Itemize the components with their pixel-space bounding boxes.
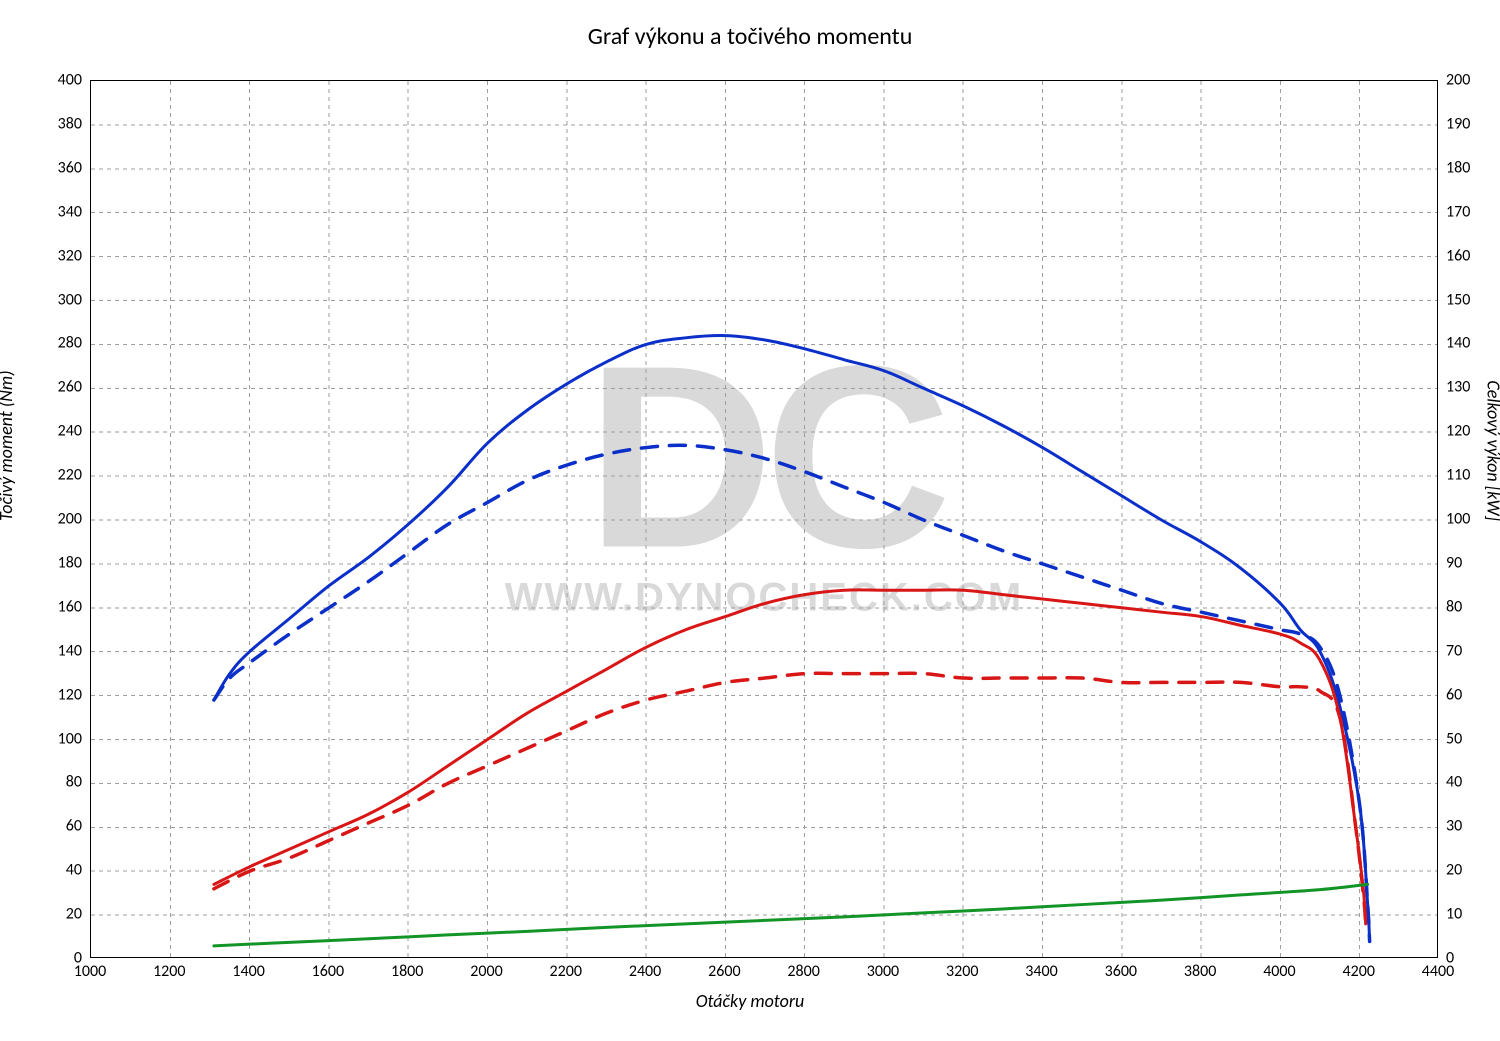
y-left-tick-label: 300 (12, 290, 82, 309)
series-group (214, 336, 1370, 946)
x-tick-label: 3000 (867, 962, 899, 981)
y-left-tick-label: 40 (12, 861, 82, 880)
x-tick-label: 3800 (1184, 962, 1216, 981)
y-right-tick-label: 180 (1446, 158, 1500, 177)
y-right-tick-label: 150 (1446, 290, 1500, 309)
y-right-tick-label: 160 (1446, 246, 1500, 265)
y-left-tick-label: 80 (12, 773, 82, 792)
y-left-tick-label: 200 (12, 510, 82, 529)
x-tick-label: 1600 (312, 962, 344, 981)
y-right-tick-label: 30 (1446, 817, 1500, 836)
chart-svg (91, 81, 1438, 958)
chart-title: Graf výkonu a točivého momentu (0, 22, 1500, 51)
y-left-tick-label: 260 (12, 378, 82, 397)
y-left-tick-label: 140 (12, 641, 82, 660)
y-right-tick-label: 90 (1446, 553, 1500, 572)
y-left-tick-label: 280 (12, 334, 82, 353)
plot-area: DC WWW.DYNOCHECK.COM (90, 80, 1438, 958)
x-tick-label: 3200 (946, 962, 978, 981)
x-tick-label: 3600 (1105, 962, 1137, 981)
y-right-tick-label: 50 (1446, 729, 1500, 748)
y-left-tick-label: 120 (12, 685, 82, 704)
x-tick-label: 2400 (629, 962, 661, 981)
y-left-tick-label: 340 (12, 202, 82, 221)
y-left-tick-label: 380 (12, 114, 82, 133)
y-right-tick-label: 60 (1446, 685, 1500, 704)
y-left-tick-label: 240 (12, 422, 82, 441)
y-right-tick-label: 170 (1446, 202, 1500, 221)
y-left-tick-label: 60 (12, 817, 82, 836)
x-tick-label: 4200 (1342, 962, 1374, 981)
y-left-tick-label: 400 (12, 71, 82, 90)
y-left-tick-label: 100 (12, 729, 82, 748)
grid-lines (91, 81, 1438, 958)
y-left-tick-label: 360 (12, 158, 82, 177)
y-left-tick-label: 160 (12, 597, 82, 616)
y-right-tick-label: 20 (1446, 861, 1500, 880)
x-tick-label: 2200 (550, 962, 582, 981)
y-right-tick-label: 80 (1446, 597, 1500, 616)
x-tick-label: 1400 (232, 962, 264, 981)
y-left-tick-label: 320 (12, 246, 82, 265)
series-power_tuned (214, 590, 1366, 924)
x-tick-label: 4000 (1263, 962, 1295, 981)
y-left-tick-label: 220 (12, 466, 82, 485)
y-left-axis-label: Točivý moment (Nm) (0, 370, 17, 521)
y-right-tick-label: 200 (1446, 71, 1500, 90)
x-tick-label: 1200 (153, 962, 185, 981)
series-torque_tuned (214, 336, 1370, 942)
y-right-tick-label: 10 (1446, 905, 1500, 924)
dyno-chart: Graf výkonu a točivého momentu DC WWW.DY… (0, 0, 1500, 1041)
x-tick-label: 2000 (470, 962, 502, 981)
x-tick-label: 2600 (708, 962, 740, 981)
y-right-tick-label: 190 (1446, 114, 1500, 133)
y-right-tick-label: 40 (1446, 773, 1500, 792)
x-tick-label: 3400 (1025, 962, 1057, 981)
x-tick-label: 2800 (787, 962, 819, 981)
x-axis-label: Otáčky motoru (0, 990, 1500, 1012)
y-right-axis-label: Celkový výkon [kW] (1483, 380, 1500, 521)
y-right-tick-label: 140 (1446, 334, 1500, 353)
y-left-tick-label: 0 (12, 949, 82, 968)
series-power_stock (214, 673, 1366, 924)
y-right-tick-label: 0 (1446, 949, 1500, 968)
x-tick-label: 1800 (391, 962, 423, 981)
y-left-tick-label: 180 (12, 553, 82, 572)
y-left-tick-label: 20 (12, 905, 82, 924)
y-right-tick-label: 70 (1446, 641, 1500, 660)
